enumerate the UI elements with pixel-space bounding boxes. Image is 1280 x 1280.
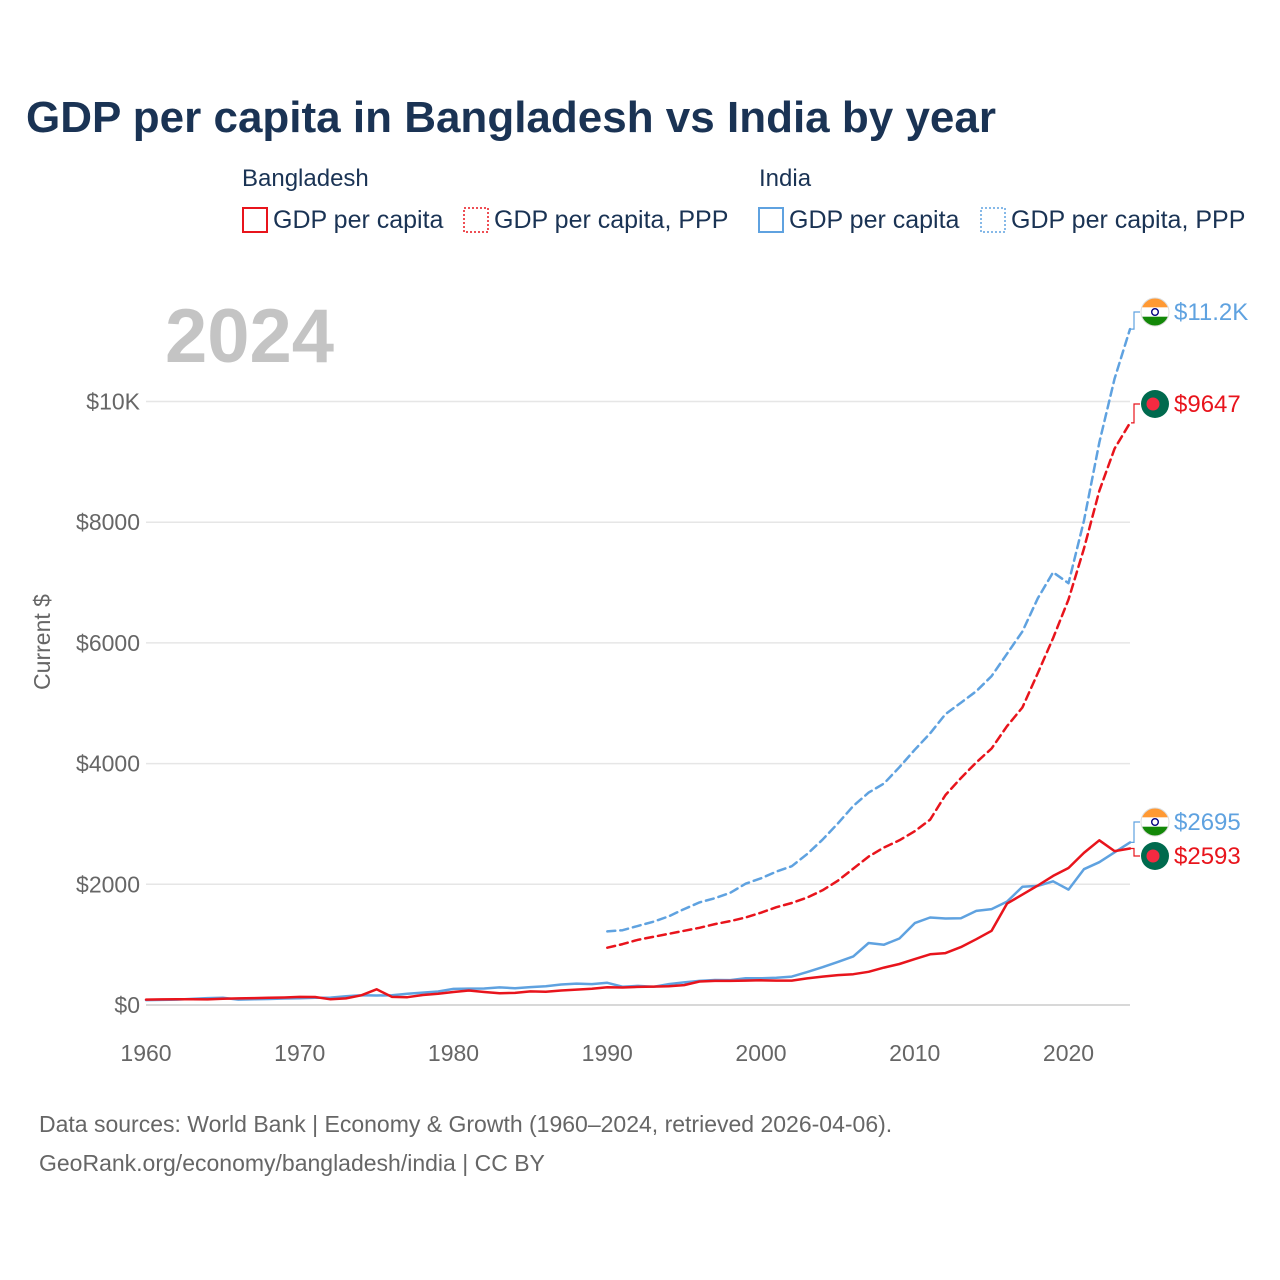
legend-group-bangladesh: Bangladesh <box>242 165 369 192</box>
x-tick-label: 1960 <box>120 1040 171 1066</box>
end-label-bangladesh-solid: $2593 <box>1174 843 1241 870</box>
y-tick-label: $0 <box>114 992 140 1018</box>
bangladesh-flag-icon <box>1141 390 1169 418</box>
y-tick-label: $6000 <box>76 630 140 656</box>
end-label-connector <box>1131 847 1140 857</box>
series-line-bangladesh-solid[interactable] <box>144 839 1132 1001</box>
legend-swatch-india-ppp[interactable] <box>980 207 1006 233</box>
end-label-india-solid: $2695 <box>1174 809 1241 836</box>
india-flag-icon <box>1140 807 1170 837</box>
y-tick-label: $4000 <box>76 751 140 777</box>
y-axis-ticks: $0 $2000 $4000 $6000 $8000 $10K <box>76 389 141 1018</box>
legend-label-india-ppp[interactable]: GDP per capita, PPP <box>1011 206 1245 234</box>
y-tick-label: $10K <box>86 389 140 415</box>
end-label-india-dashed: $11.2K <box>1174 299 1248 326</box>
legend-swatch-bangladesh-gdp[interactable] <box>242 207 268 233</box>
legend-label-bangladesh-gdp[interactable]: GDP per capita <box>273 206 444 234</box>
bangladesh-flag-icon <box>1141 842 1169 870</box>
legend-group-india: India <box>759 165 812 192</box>
x-axis-ticks: 1960 1970 1980 1990 2000 2010 2020 <box>120 1040 1094 1066</box>
legend-label-india-gdp[interactable]: GDP per capita <box>789 206 960 234</box>
year-watermark: 2024 <box>165 294 334 379</box>
x-tick-label: 1970 <box>274 1040 325 1066</box>
y-tick-label: $8000 <box>76 509 140 535</box>
x-tick-label: 1980 <box>428 1040 479 1066</box>
series-line-india-solid[interactable] <box>144 841 1132 1002</box>
end-label-bangladesh-dashed: $9647 <box>1174 391 1241 418</box>
end-label-connector <box>1131 311 1140 330</box>
gridlines <box>146 400 1130 1006</box>
y-tick-label: $2000 <box>76 871 140 897</box>
y-axis-title: Current $ <box>29 594 55 690</box>
source-line: Data sources: World Bank | Economy & Gro… <box>39 1111 892 1137</box>
series-line-india-dashed[interactable] <box>606 327 1132 933</box>
legend-swatch-india-gdp[interactable] <box>758 207 784 233</box>
chart-title: GDP per capita in Bangladesh vs India by… <box>26 93 996 142</box>
x-tick-label: 2010 <box>889 1040 940 1066</box>
url-line[interactable]: GeoRank.org/economy/bangladesh/india | C… <box>39 1150 545 1176</box>
india-flag-icon <box>1140 297 1170 327</box>
end-label-connector <box>1131 403 1140 424</box>
x-tick-label: 2020 <box>1043 1040 1094 1066</box>
legend-label-bangladesh-ppp[interactable]: GDP per capita, PPP <box>494 206 728 234</box>
legend-swatch-bangladesh-ppp[interactable] <box>463 207 489 233</box>
end-label-connector <box>1131 821 1140 843</box>
legend: Bangladesh India GDP per capita GDP per … <box>242 165 1245 234</box>
x-tick-label: 2000 <box>735 1040 786 1066</box>
end-labels: $2593 $9647 $2695 $11.2K <box>1131 297 1248 870</box>
series-line-bangladesh-dashed[interactable] <box>606 421 1132 949</box>
series <box>144 327 1132 1002</box>
x-tick-label: 1990 <box>582 1040 633 1066</box>
